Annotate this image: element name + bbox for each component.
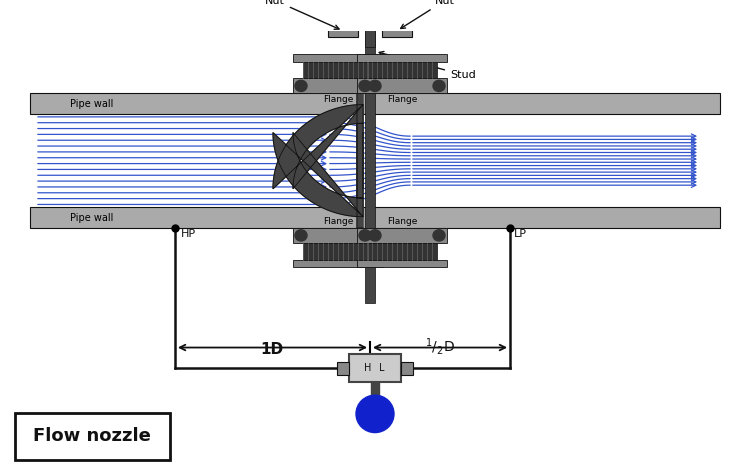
- Bar: [365, 19, 375, 303]
- Circle shape: [433, 230, 445, 241]
- Bar: [401, 362, 413, 375]
- Bar: [303, 61, 373, 78]
- Bar: [293, 228, 383, 243]
- Circle shape: [359, 80, 371, 91]
- Text: Flange: Flange: [387, 217, 417, 226]
- Text: Pipe wall: Pipe wall: [70, 98, 113, 109]
- Bar: [293, 78, 383, 93]
- Text: Stud: Stud: [380, 52, 476, 80]
- Bar: [303, 243, 373, 260]
- Text: HP: HP: [181, 229, 196, 239]
- Text: Pipe wall: Pipe wall: [70, 212, 113, 223]
- Circle shape: [295, 230, 307, 241]
- Text: Flange: Flange: [387, 95, 417, 104]
- Text: Flange: Flange: [322, 217, 353, 226]
- Bar: [337, 362, 349, 375]
- Circle shape: [295, 80, 307, 91]
- Bar: [349, 354, 401, 382]
- Circle shape: [369, 80, 381, 91]
- Text: Nut: Nut: [265, 0, 339, 29]
- Bar: [15, 413, 170, 460]
- Text: Flange: Flange: [322, 95, 353, 104]
- Bar: [357, 260, 447, 267]
- Bar: [357, 228, 447, 243]
- Bar: [357, 78, 447, 93]
- Bar: [293, 54, 383, 61]
- Bar: [357, 54, 447, 61]
- Bar: [382, 24, 412, 38]
- Text: L: L: [380, 363, 385, 373]
- Bar: [367, 243, 437, 260]
- Text: Flow nozzle: Flow nozzle: [33, 427, 151, 445]
- Bar: [328, 19, 358, 24]
- Bar: [293, 260, 383, 267]
- Polygon shape: [273, 93, 363, 217]
- Bar: [30, 93, 720, 114]
- Text: LP: LP: [514, 229, 527, 239]
- Circle shape: [359, 230, 371, 241]
- Circle shape: [369, 230, 381, 241]
- Bar: [382, 19, 412, 24]
- Bar: [365, 9, 375, 47]
- Text: $\mathregular{^1/_2}$D: $\mathregular{^1/_2}$D: [425, 336, 455, 357]
- Ellipse shape: [356, 395, 394, 432]
- Text: 1D: 1D: [260, 342, 284, 357]
- Polygon shape: [273, 105, 363, 228]
- Bar: [30, 207, 720, 228]
- Text: H: H: [364, 363, 372, 373]
- Text: Nut: Nut: [400, 0, 455, 29]
- Bar: [328, 24, 358, 38]
- Bar: [371, 382, 379, 395]
- Circle shape: [433, 80, 445, 91]
- Bar: [367, 61, 437, 78]
- Bar: [363, 228, 377, 256]
